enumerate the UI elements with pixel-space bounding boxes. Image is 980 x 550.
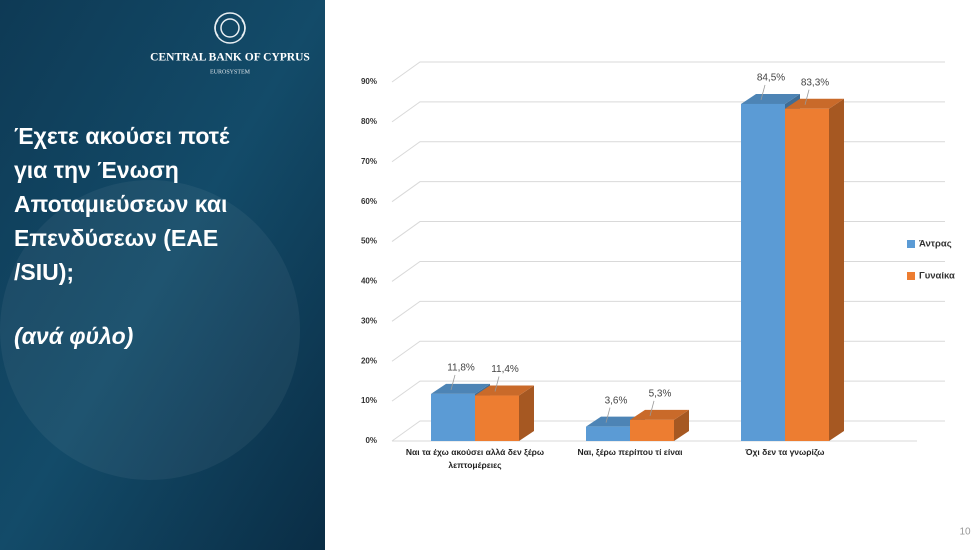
title-line: Έχετε ακούσει ποτέ <box>14 123 230 149</box>
y-tick-label: 80% <box>361 117 377 126</box>
y-tick-label: 50% <box>361 237 377 246</box>
value-label: 11,8% <box>447 363 475 374</box>
bar-top <box>431 383 490 394</box>
y-tick-label: 0% <box>365 436 377 445</box>
label-leader <box>649 400 655 416</box>
bar-side <box>829 98 844 441</box>
bar <box>475 395 519 441</box>
x-tick-label: Ναι, ξέρω περίπου τί είναι <box>577 447 683 457</box>
y-tick-label: 60% <box>361 197 377 206</box>
legend-swatch <box>907 240 915 248</box>
x-tick-label: Ναι τα έχω ακούσει αλλά δεν ξέρω λεπτομέ… <box>405 447 545 470</box>
page-number: 10 <box>959 527 971 538</box>
y-tick-label: 30% <box>361 316 377 325</box>
bank-sub: EUROSYSTEM <box>210 69 251 75</box>
value-label: 5,3% <box>649 388 672 399</box>
value-label: 11,4% <box>491 364 519 375</box>
bar-top <box>630 409 689 420</box>
bar <box>785 108 829 441</box>
label-leader <box>450 374 456 391</box>
label-leader <box>494 376 500 392</box>
side-panel <box>0 0 325 550</box>
value-label: 3,6% <box>605 395 628 406</box>
label-leader <box>804 89 810 105</box>
title-line: Αποταμιεύσεων και <box>14 191 227 217</box>
title-line: Επενδύσεων (ΕΑΕ <box>14 225 218 251</box>
y-tick-label: 90% <box>361 77 377 86</box>
bar-side <box>674 409 689 441</box>
y-tick-label: 70% <box>361 157 377 166</box>
legend-label: Άντρας <box>919 239 952 250</box>
panel-decor <box>0 180 300 480</box>
bar-top <box>741 93 800 104</box>
bar-top <box>785 98 844 109</box>
bar <box>741 103 785 441</box>
logo <box>214 12 246 44</box>
bar-side <box>519 385 534 441</box>
label-leader <box>605 407 611 423</box>
slide-title: Έχετε ακούσει ποτέ για την Ένωση Αποταμι… <box>14 123 230 285</box>
title-line: /SIU); <box>14 259 74 285</box>
bar <box>431 393 475 441</box>
bar <box>586 426 630 441</box>
bank-name: CENTRAL BANK OF CYPRUS <box>150 52 310 64</box>
value-label: 84,5% <box>757 73 785 84</box>
legend-label: Γυναίκα <box>919 271 955 282</box>
bar <box>630 419 674 441</box>
grid-line <box>391 61 945 83</box>
value-label: 83,3% <box>801 77 829 88</box>
y-tick-label: 20% <box>361 356 377 365</box>
title-line: για την Ένωση <box>14 157 179 183</box>
y-tick-label: 40% <box>361 277 377 286</box>
x-tick-label: Όχι δεν τα γνωρίζω <box>745 447 825 457</box>
label-leader <box>760 84 766 101</box>
subtitle: (ανά φύλο) <box>14 323 133 349</box>
y-tick-label: 10% <box>361 396 377 405</box>
bar-top <box>475 385 534 396</box>
legend-swatch <box>907 272 915 280</box>
